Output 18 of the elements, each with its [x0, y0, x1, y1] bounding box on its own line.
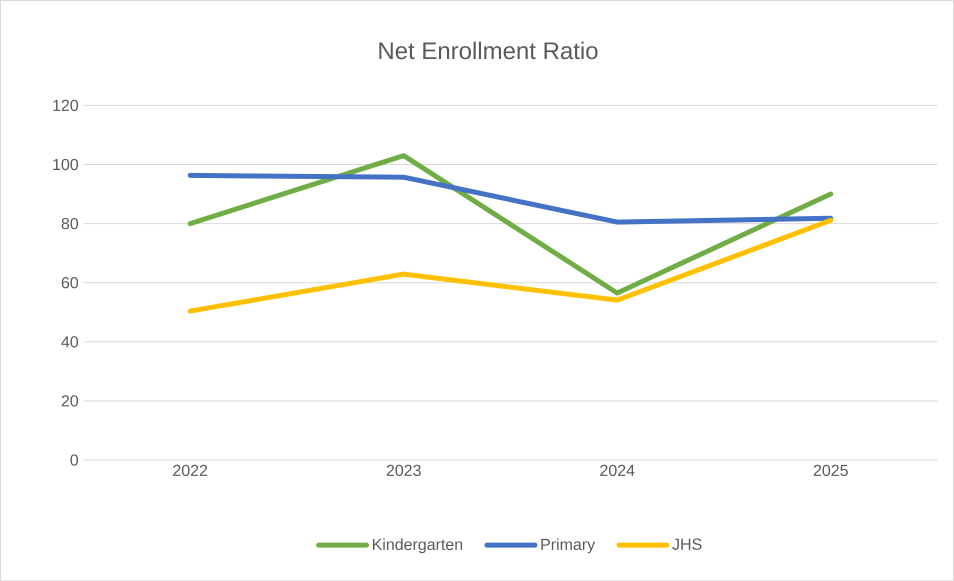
x-tick-label: 2024 [600, 464, 635, 476]
y-tick-label: 0 [70, 454, 78, 466]
legend-label: JHS [672, 538, 702, 550]
line-series [188, 152, 834, 296]
line-series [188, 172, 834, 224]
x-tick-label: 2023 [386, 464, 421, 476]
y-tick-label: 100 [53, 158, 78, 170]
y-tick-label: 40 [61, 336, 78, 348]
legend-label: Kindergarten [372, 538, 462, 554]
y-tick-label: 60 [62, 276, 78, 288]
line-series [188, 218, 834, 314]
legend-label: Primary [541, 538, 596, 554]
x-tick-label: 2022 [173, 464, 208, 476]
y-tick-label: 20 [62, 395, 78, 406]
chart-title: Net Enrollment Ratio [379, 41, 598, 60]
y-tick-label: 80 [62, 218, 78, 230]
y-tick-label: 120 [53, 100, 78, 111]
x-tick-label: 2025 [814, 464, 848, 476]
